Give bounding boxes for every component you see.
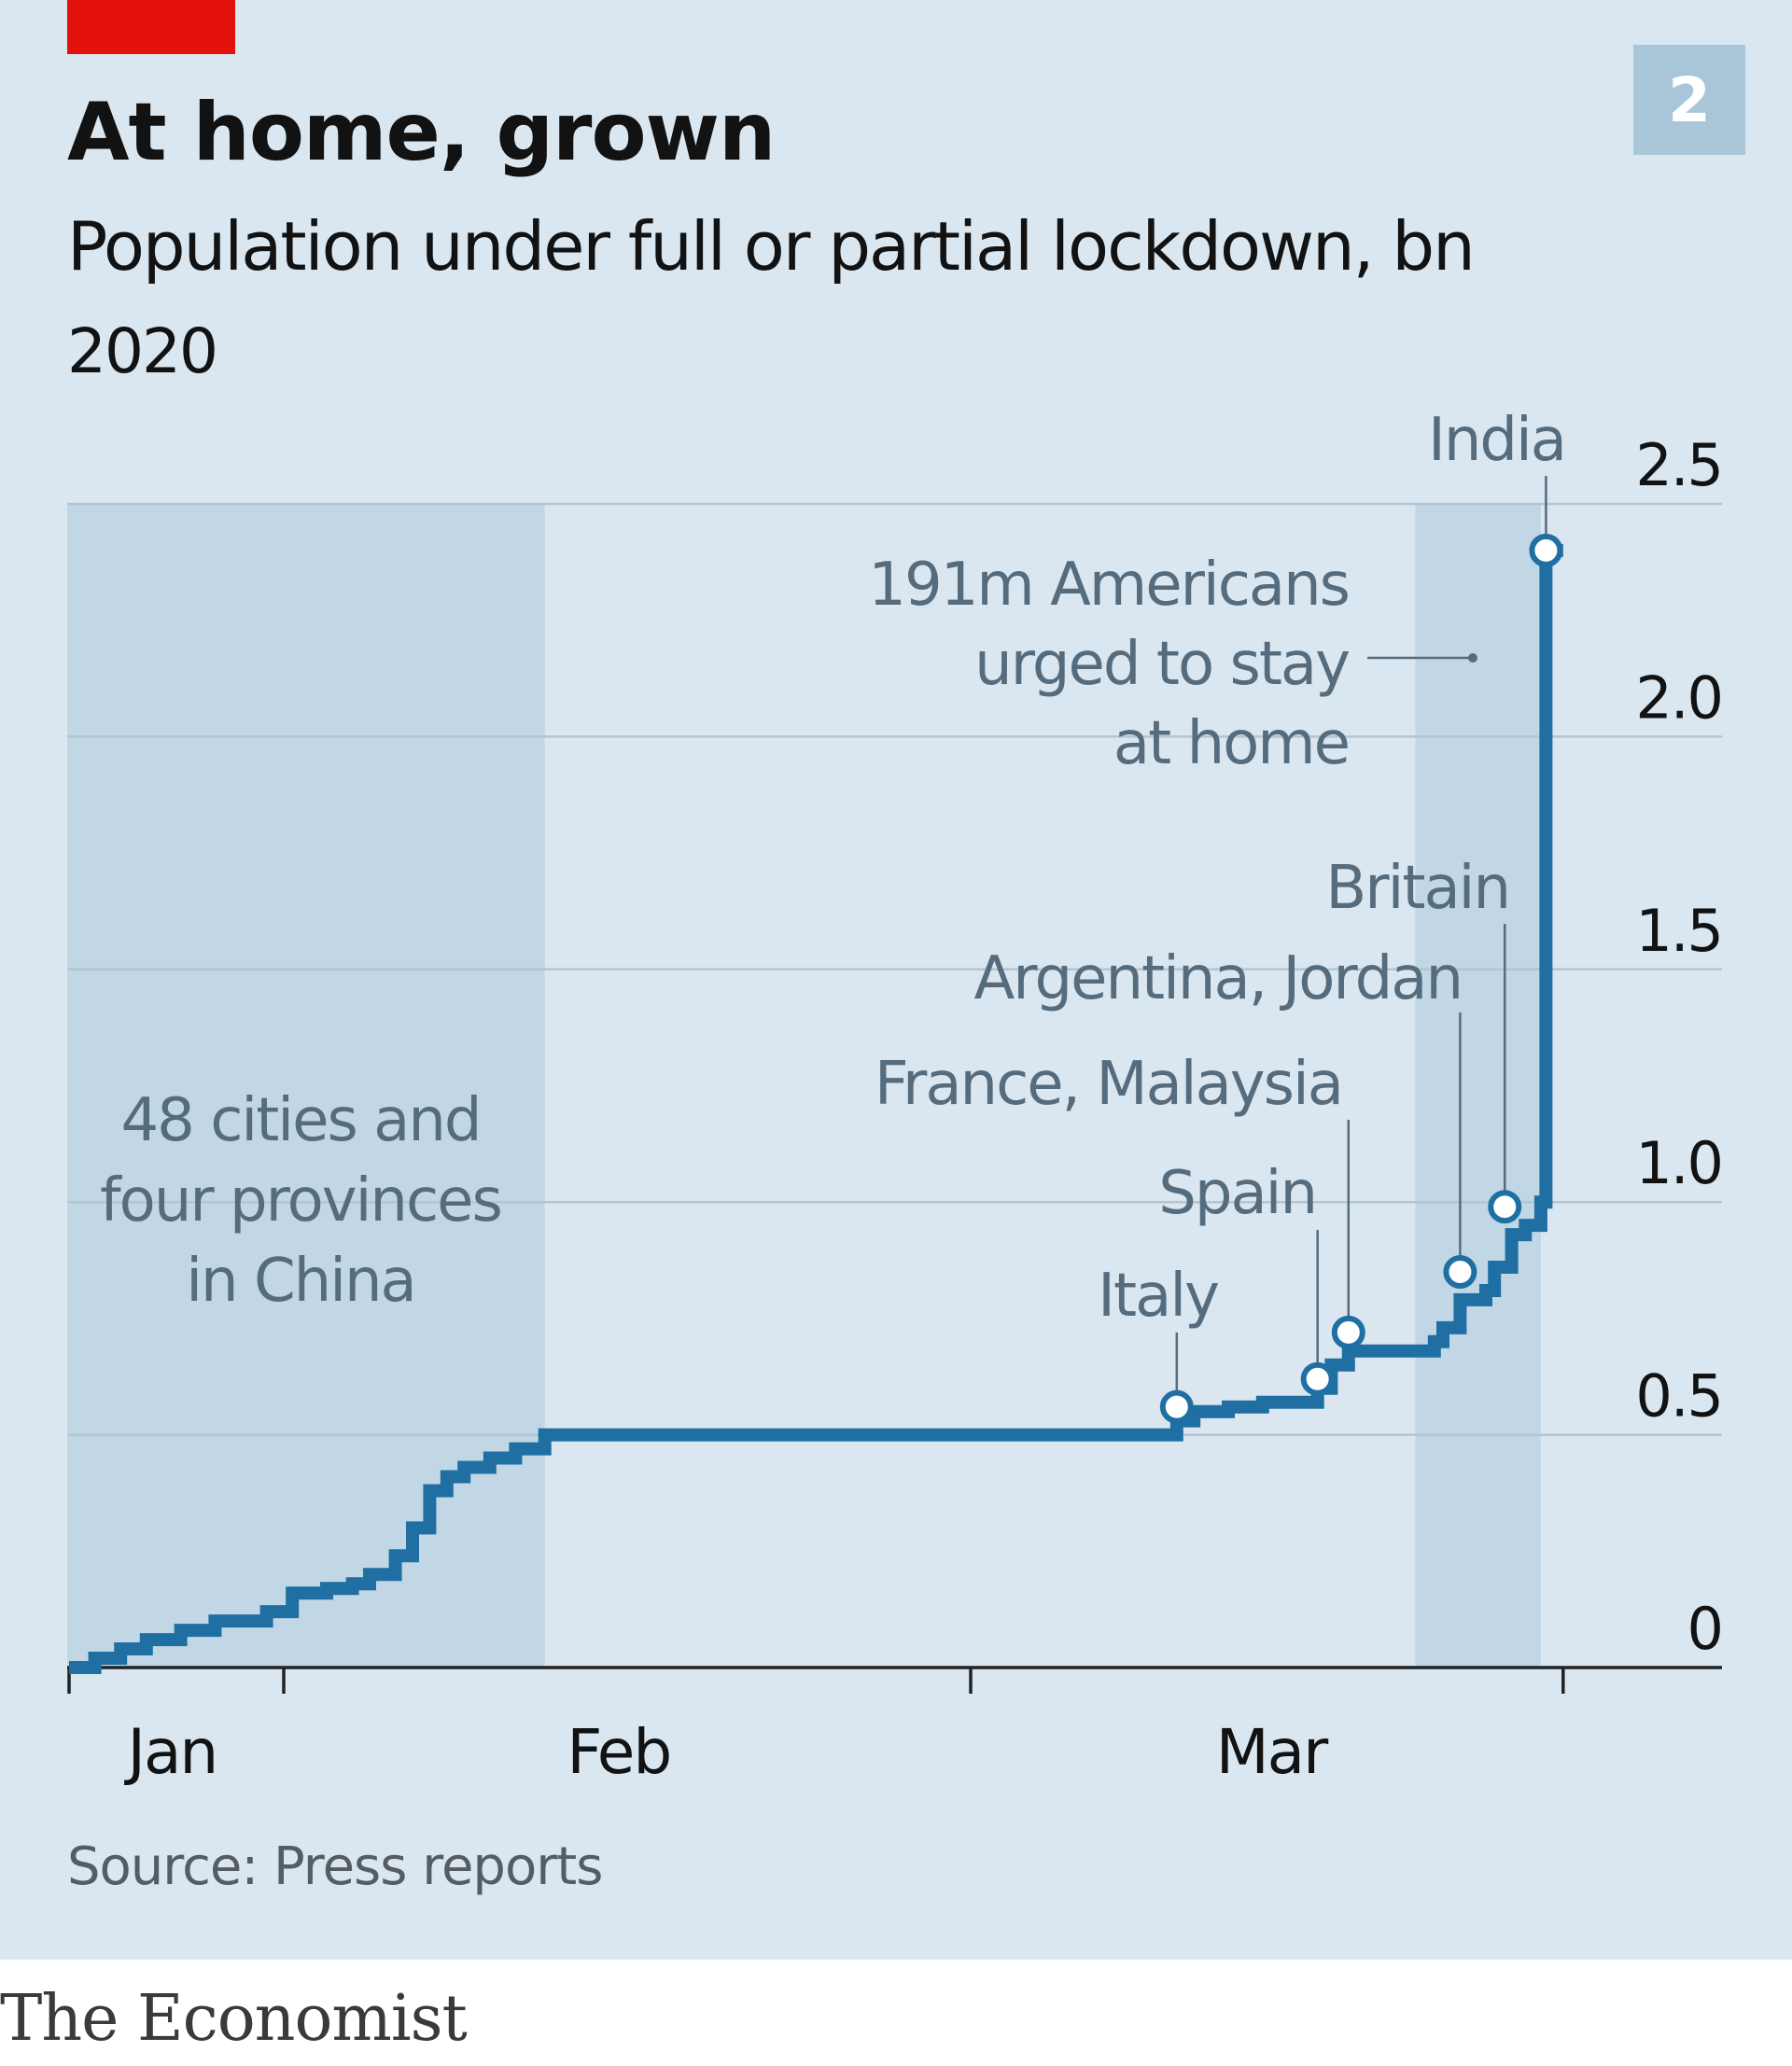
y-tick-label: 1.0 xyxy=(1635,1129,1722,1197)
point-spain xyxy=(1300,1361,1335,1396)
chart-number-badge: 2 xyxy=(1633,45,1745,155)
shaded-region-1 xyxy=(1415,504,1541,1668)
x-tick-label: Mar xyxy=(1216,1716,1329,1788)
point-italy xyxy=(1159,1389,1194,1424)
annotation-americans: 191m Americans urged to stay at home xyxy=(868,551,1349,778)
point-france-malaysia xyxy=(1331,1315,1365,1349)
y-tick-label: 2.5 xyxy=(1635,431,1722,499)
publisher-logo: The Economist xyxy=(0,1982,468,2056)
chart-subtitle: Population under full or partial lockdow… xyxy=(67,207,1476,286)
annotation-leaders xyxy=(1175,476,1547,1392)
lockdown-chart: 0 0.5 1.0 1.5 2.0 2.5 Jan Feb Mar 48 cities and… xyxy=(67,406,1724,1788)
y-tick-label: 0 xyxy=(1687,1595,1722,1663)
chart-year: 2020 xyxy=(67,315,218,387)
annotation-france-malaysia: France, Malaysia xyxy=(875,1050,1342,1119)
x-tick-label: Feb xyxy=(567,1716,670,1788)
chart-title: At home, grown xyxy=(67,86,776,179)
y-tick-label: 0.5 xyxy=(1635,1362,1722,1431)
y-tick-label: 1.5 xyxy=(1635,897,1722,965)
red-tag xyxy=(67,0,235,54)
lockdown-step-line xyxy=(69,543,1563,1674)
point-britain xyxy=(1488,1190,1522,1224)
y-axis-labels: 0 0.5 1.0 1.5 2.0 2.5 xyxy=(1635,431,1724,1663)
source-note: Source: Press reports xyxy=(67,1836,603,1897)
annotations: 48 cities and four provinces in China Italy… xyxy=(100,406,1567,1331)
x-tick-label: Jan xyxy=(124,1716,217,1788)
annotation-china: 48 cities and four provinces in China xyxy=(100,1086,501,1316)
point-india xyxy=(1529,533,1563,567)
x-axis: Jan Feb Mar xyxy=(67,1668,1565,1788)
annotation-britain: Britain xyxy=(1325,854,1509,923)
series-line xyxy=(69,543,1563,1674)
annotation-italy: Italy xyxy=(1098,1262,1218,1331)
annotated-points xyxy=(1159,533,1563,1424)
point-argentina-jordan xyxy=(1443,1255,1477,1290)
y-tick-label: 2.0 xyxy=(1635,663,1722,732)
americans-marker xyxy=(1468,653,1477,663)
annotation-argentina-jordan: Argentina, Jordan xyxy=(974,944,1463,1013)
annotation-spain: Spain xyxy=(1158,1159,1316,1228)
annotation-india: India xyxy=(1428,406,1565,475)
